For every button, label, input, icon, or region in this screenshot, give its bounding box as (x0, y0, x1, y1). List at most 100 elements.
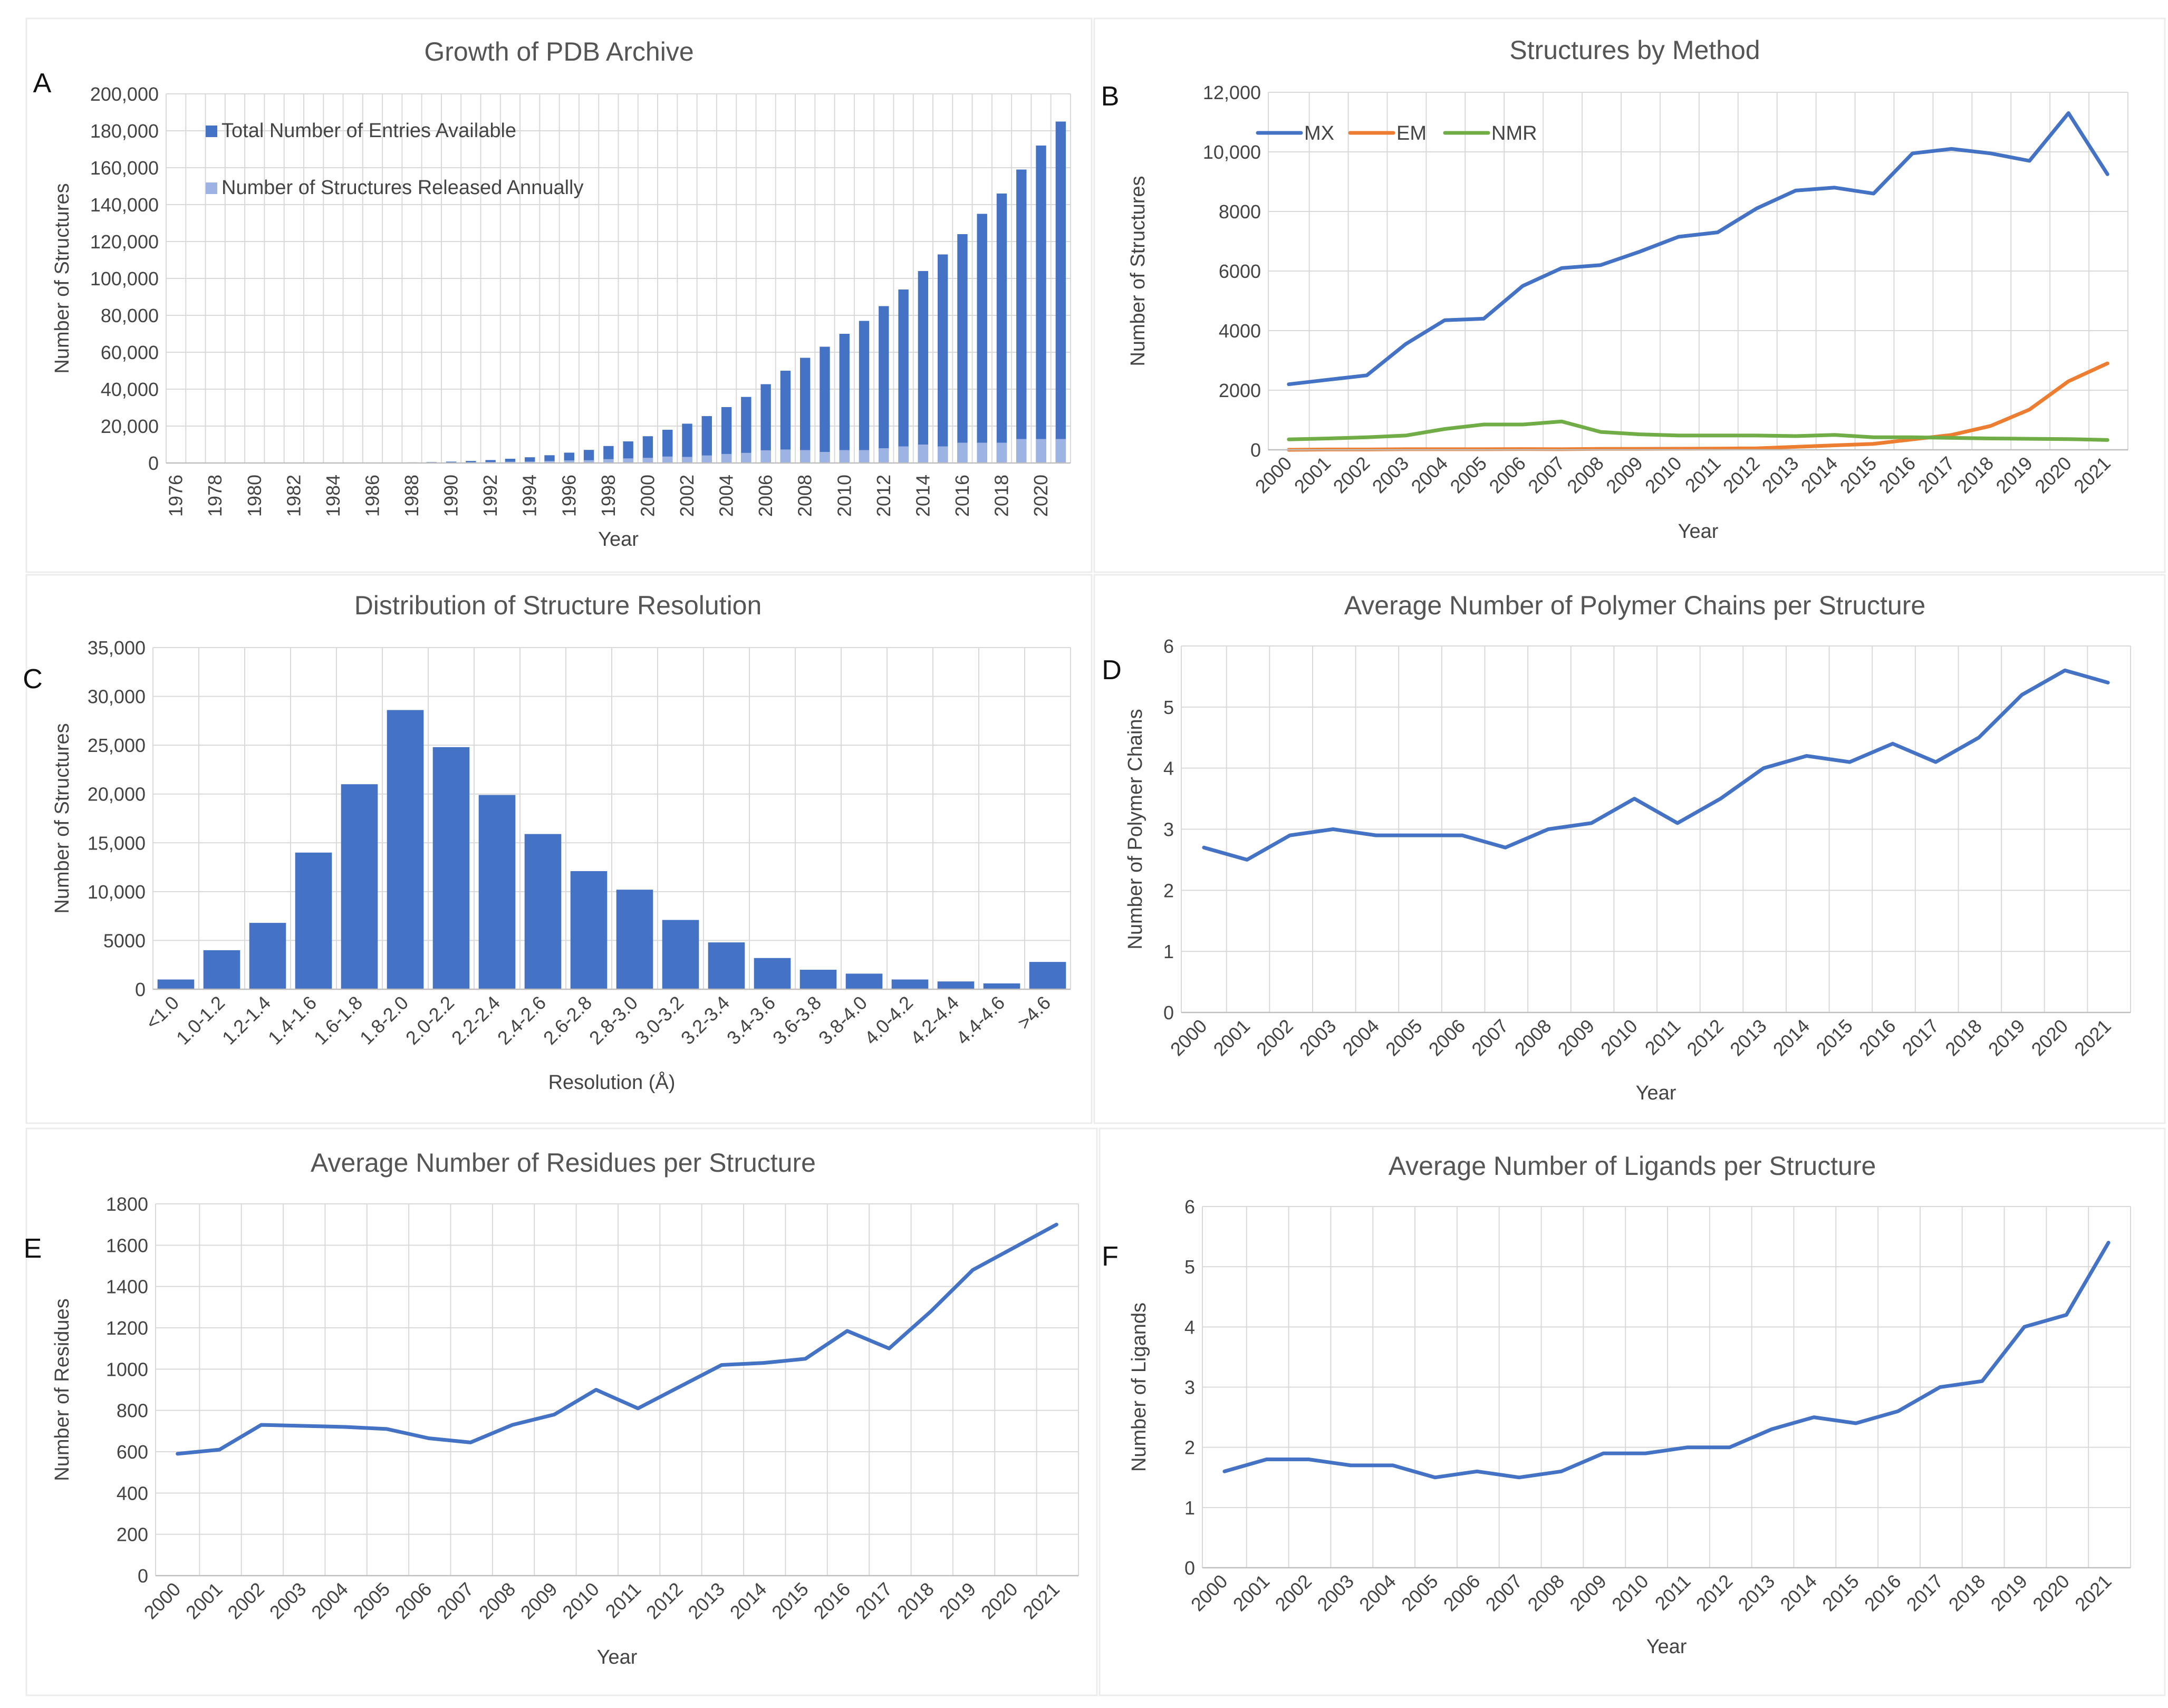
y-tick-label: 40,000 (101, 379, 159, 400)
x-tick-label: 1978 (204, 475, 226, 517)
bar (938, 981, 975, 989)
panel-letter: E (24, 1233, 42, 1264)
x-tick-label: 1990 (440, 475, 462, 517)
bar-annual-release (918, 445, 928, 463)
bar-total-entries (918, 271, 928, 463)
bar-annual-release (721, 454, 731, 463)
x-axis-label: Year (1646, 1636, 1687, 1658)
bar (662, 920, 699, 989)
bar (295, 853, 332, 989)
y-tick-label: 12,000 (1203, 82, 1261, 103)
y-tick-label: 3 (1184, 1377, 1195, 1398)
y-tick-label: 6000 (1219, 260, 1261, 282)
y-tick-label: 10,000 (88, 881, 146, 903)
y-axis-label: Number of Ligands (1128, 1302, 1150, 1472)
bar-total-entries (1056, 122, 1066, 464)
bar-annual-release (781, 449, 791, 463)
bar-annual-release (859, 450, 869, 464)
bar (984, 983, 1020, 989)
chart-title: Average Number of Polymer Chains per Str… (1344, 591, 1925, 620)
bar-annual-release (662, 457, 672, 463)
x-tick-label: 2008 (794, 475, 816, 517)
y-tick-label: 180,000 (90, 120, 159, 142)
bar-total-entries (879, 306, 889, 464)
y-tick-label: 5 (1163, 697, 1174, 718)
x-axis-label: Year (597, 1646, 638, 1668)
y-tick-label: 80,000 (101, 305, 159, 326)
bar-annual-release (800, 450, 810, 464)
x-tick-label: 1980 (244, 475, 265, 517)
y-tick-label: 2 (1184, 1437, 1195, 1459)
y-tick-label: 160,000 (90, 157, 159, 179)
chart-title: Average Number of Residues per Structure (311, 1148, 816, 1178)
x-tick-label: 2018 (991, 475, 1013, 517)
bar-total-entries (820, 347, 830, 464)
y-axis-label: Number of Structures (51, 183, 73, 373)
y-tick-label: 4000 (1219, 320, 1261, 342)
y-tick-label: 25,000 (88, 735, 146, 756)
bar-annual-release (977, 443, 987, 464)
panel-letter: D (1102, 655, 1122, 686)
x-tick-label: 1982 (283, 475, 304, 517)
y-tick-label: 0 (135, 979, 146, 1000)
x-tick-label: 1988 (401, 475, 422, 517)
bar-annual-release (1016, 439, 1026, 464)
bar (571, 871, 608, 989)
legend-swatch (206, 126, 217, 137)
bar-total-entries (800, 358, 810, 464)
y-tick-label: 3 (1163, 819, 1174, 841)
chart-title: Distribution of Structure Resolution (354, 591, 762, 620)
y-tick-label: 1200 (106, 1317, 148, 1339)
y-tick-label: 0 (148, 452, 159, 474)
panel-letter: A (33, 68, 52, 99)
y-tick-label: 1000 (106, 1358, 148, 1380)
y-tick-label: 2 (1163, 880, 1174, 901)
x-tick-label: 1992 (479, 475, 501, 517)
bar-annual-release (643, 458, 653, 463)
bar-annual-release (760, 450, 770, 463)
bar-total-entries (957, 234, 967, 463)
x-tick-label: 2012 (873, 475, 894, 517)
x-tick-label: 2020 (1030, 475, 1052, 517)
bar (158, 979, 195, 989)
bar (204, 950, 240, 989)
panel-d: Average Number of Polymer Chains per Str… (1094, 575, 2165, 1123)
bar-annual-release (623, 458, 633, 463)
bar (616, 890, 653, 989)
y-tick-label: 15,000 (88, 832, 146, 854)
bar-annual-release (997, 443, 1007, 464)
y-axis-label: Number of Residues (51, 1298, 73, 1481)
bar (433, 747, 470, 989)
bar (387, 710, 424, 989)
x-axis-label: Year (598, 528, 639, 551)
y-tick-label: 200,000 (90, 83, 159, 105)
panel-f: Average Number of Ligands per StructureF… (1100, 1128, 2165, 1695)
y-tick-label: 0 (1184, 1557, 1195, 1579)
x-tick-label: 1976 (165, 475, 187, 517)
bar-annual-release (682, 457, 692, 463)
y-tick-label: 30,000 (88, 686, 146, 708)
y-tick-label: 35,000 (88, 637, 146, 659)
chart-title: Structures by Method (1509, 35, 1760, 65)
y-tick-label: 1600 (106, 1234, 148, 1256)
y-tick-label: 6 (1163, 635, 1174, 657)
legend-label: Total Number of Entries Available (221, 120, 516, 142)
y-tick-label: 0 (138, 1565, 148, 1587)
panel-b: Structures by MethodB0200040006000800010… (1094, 18, 2165, 572)
panel-a: Growth of PDB ArchiveA020,00040,00060,00… (26, 18, 1092, 572)
x-axis-label: Year (1636, 1082, 1676, 1104)
x-tick-label: 2002 (676, 475, 698, 517)
y-tick-label: 20,000 (101, 416, 159, 437)
y-tick-label: 6 (1184, 1196, 1195, 1218)
x-tick-label: 1996 (558, 475, 580, 517)
bar-annual-release (840, 450, 850, 464)
y-tick-label: 4 (1184, 1316, 1195, 1338)
panel-letter: C (23, 664, 43, 694)
legend-label: MX (1304, 122, 1334, 144)
y-tick-label: 120,000 (90, 231, 159, 253)
x-tick-label: 2014 (912, 475, 933, 517)
y-tick-label: 1800 (106, 1193, 148, 1215)
panel-c: Distribution of Structure ResolutionC050… (23, 575, 1092, 1123)
